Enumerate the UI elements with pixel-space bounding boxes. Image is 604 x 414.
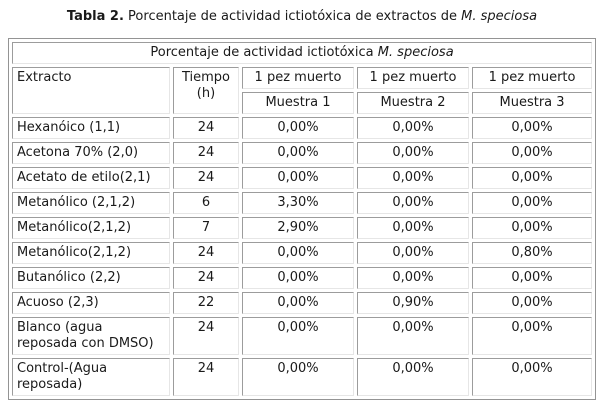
muestra-3-cell: 0,00% [472,358,593,396]
ichthyotoxicity-table: Porcentaje de actividad ictiotóxica M. s… [8,38,597,400]
muestra-2-cell: 0,00% [357,142,469,164]
extract-cell: Metanólico (2,1,2) [12,192,170,214]
muestra-1-cell: 0,00% [242,117,354,139]
muestra-1-cell: 0,00% [242,358,354,396]
title-text: Porcentaje de actividad ictiotóxica de e… [123,9,462,24]
tiempo-cell: 22 [173,292,239,314]
muestra-1-cell: 0,00% [242,242,354,264]
muestra-2-cell: 0,90% [357,292,469,314]
extract-cell: Butanólico (2,2) [12,267,170,289]
extract-cell: Blanco (agua reposada con DMSO) [12,317,170,355]
muestra-3-cell: 0,00% [472,192,593,214]
extract-cell: Metanólico(2,1,2) [12,217,170,239]
table-row: Metanólico (2,1,2) 6 3,30% 0,00% 0,00% [12,192,593,214]
table-row: Hexanóico (1,1) 24 0,00% 0,00% 0,00% [12,117,593,139]
title-species-italic: M. speciosa [461,9,538,24]
tiempo-cell: 24 [173,142,239,164]
extract-cell: Metanólico(2,1,2) [12,242,170,264]
page-title: Tabla 2. Porcentaje de actividad ictiotó… [0,0,604,25]
header-pez-muerto-1: 1 pez muerto [242,67,354,89]
tiempo-cell: 7 [173,217,239,239]
muestra-1-cell: 3,30% [242,192,354,214]
muestra-1-cell: 0,00% [242,267,354,289]
muestra-1-cell: 0,00% [242,317,354,355]
muestra-2-cell: 0,00% [357,192,469,214]
muestra-3-cell: 0,80% [472,242,593,264]
tiempo-cell: 24 [173,167,239,189]
muestra-3-cell: 0,00% [472,142,593,164]
muestra-3-cell: 0,00% [472,292,593,314]
title-label-bold: Tabla 2. [66,9,124,24]
tiempo-cell: 24 [173,242,239,264]
muestra-1-cell: 2,90% [242,217,354,239]
table-row: Acetato de etilo(2,1) 24 0,00% 0,00% 0,0… [12,167,593,189]
tiempo-cell: 24 [173,358,239,396]
muestra-3-cell: 0,00% [472,167,593,189]
tiempo-cell: 24 [173,117,239,139]
muestra-1-cell: 0,00% [242,142,354,164]
muestra-3-cell: 0,00% [472,317,593,355]
muestra-2-cell: 0,00% [357,317,469,355]
caption-row: Porcentaje de actividad ictiotóxica M. s… [12,42,593,64]
header-extracto: Extracto [12,67,170,114]
header-row-2: Muestra 1 Muestra 2 Muestra 3 [12,92,593,114]
muestra-2-cell: 0,00% [357,358,469,396]
table-row: Butanólico (2,2) 24 0,00% 0,00% 0,00% [12,267,593,289]
extract-cell: Acuoso (2,3) [12,292,170,314]
table-row: Acuoso (2,3) 22 0,00% 0,90% 0,00% [12,292,593,314]
table-row: Control-(Agua reposada) 24 0,00% 0,00% 0… [12,358,593,396]
extract-cell: Acetato de etilo(2,1) [12,167,170,189]
muestra-2-cell: 0,00% [357,217,469,239]
extract-cell: Hexanóico (1,1) [12,117,170,139]
muestra-1-cell: 0,00% [242,292,354,314]
extract-cell: Control-(Agua reposada) [12,358,170,396]
muestra-2-cell: 0,00% [357,267,469,289]
header-muestra-3: Muestra 3 [472,92,593,114]
table-row: Acetona 70% (2,0) 24 0,00% 0,00% 0,00% [12,142,593,164]
table-row: Metanólico(2,1,2) 24 0,00% 0,00% 0,80% [12,242,593,264]
tiempo-cell: 24 [173,267,239,289]
muestra-2-cell: 0,00% [357,242,469,264]
muestra-2-cell: 0,00% [357,117,469,139]
table-row: Blanco (agua reposada con DMSO) 24 0,00%… [12,317,593,355]
caption-text: Porcentaje de actividad ictiotóxica [150,45,378,60]
header-tiempo: Tiempo (h) [173,67,239,114]
muestra-2-cell: 0,00% [357,167,469,189]
muestra-3-cell: 0,00% [472,117,593,139]
muestra-3-cell: 0,00% [472,267,593,289]
extract-cell: Acetona 70% (2,0) [12,142,170,164]
header-pez-muerto-2: 1 pez muerto [357,67,469,89]
header-muestra-2: Muestra 2 [357,92,469,114]
header-muestra-1: Muestra 1 [242,92,354,114]
table-caption: Porcentaje de actividad ictiotóxica M. s… [12,42,593,64]
tiempo-cell: 6 [173,192,239,214]
header-row-1: Extracto Tiempo (h) 1 pez muerto 1 pez m… [12,67,593,114]
table-body: Porcentaje de actividad ictiotóxica M. s… [12,42,593,396]
header-pez-muerto-3: 1 pez muerto [472,67,593,89]
table-row: Metanólico(2,1,2) 7 2,90% 0,00% 0,00% [12,217,593,239]
muestra-1-cell: 0,00% [242,167,354,189]
tiempo-cell: 24 [173,317,239,355]
caption-species-italic: M. speciosa [377,45,454,60]
muestra-3-cell: 0,00% [472,217,593,239]
